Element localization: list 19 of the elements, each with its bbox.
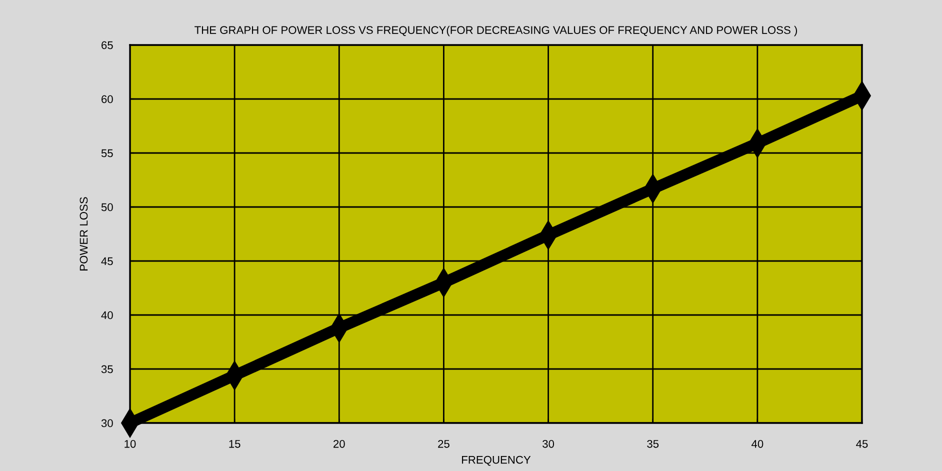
y-axis-title: POWER LOSS	[80, 197, 88, 270]
y-tick-label: 55	[101, 149, 113, 158]
x-tick-label: 45	[856, 440, 868, 448]
chart-title: THE GRAPH OF POWER LOSS VS FREQUENCY(FOR DECREASING VALUES OF FREQUENCY AND POWER LOSS )	[194, 26, 798, 36]
x-tick-label: 15	[229, 440, 240, 448]
y-tick-label: 45	[101, 257, 113, 266]
x-tick-label: 25	[438, 440, 450, 448]
y-tick-label: 50	[101, 203, 113, 212]
y-tick-label: 65	[102, 41, 113, 50]
y-tick-label: 30	[101, 419, 113, 428]
y-tick-label: 35	[101, 365, 113, 374]
x-axis-title: FREQUENCY	[462, 456, 531, 466]
x-tick-label: 40	[752, 440, 764, 448]
y-tick-label: 40	[101, 311, 113, 320]
y-tick-label: 60	[102, 95, 113, 104]
x-tick-label: 35	[647, 440, 659, 448]
x-tick-label: 20	[334, 440, 345, 448]
x-tick-label: 30	[542, 440, 554, 448]
x-tick-label: 10	[124, 440, 136, 448]
